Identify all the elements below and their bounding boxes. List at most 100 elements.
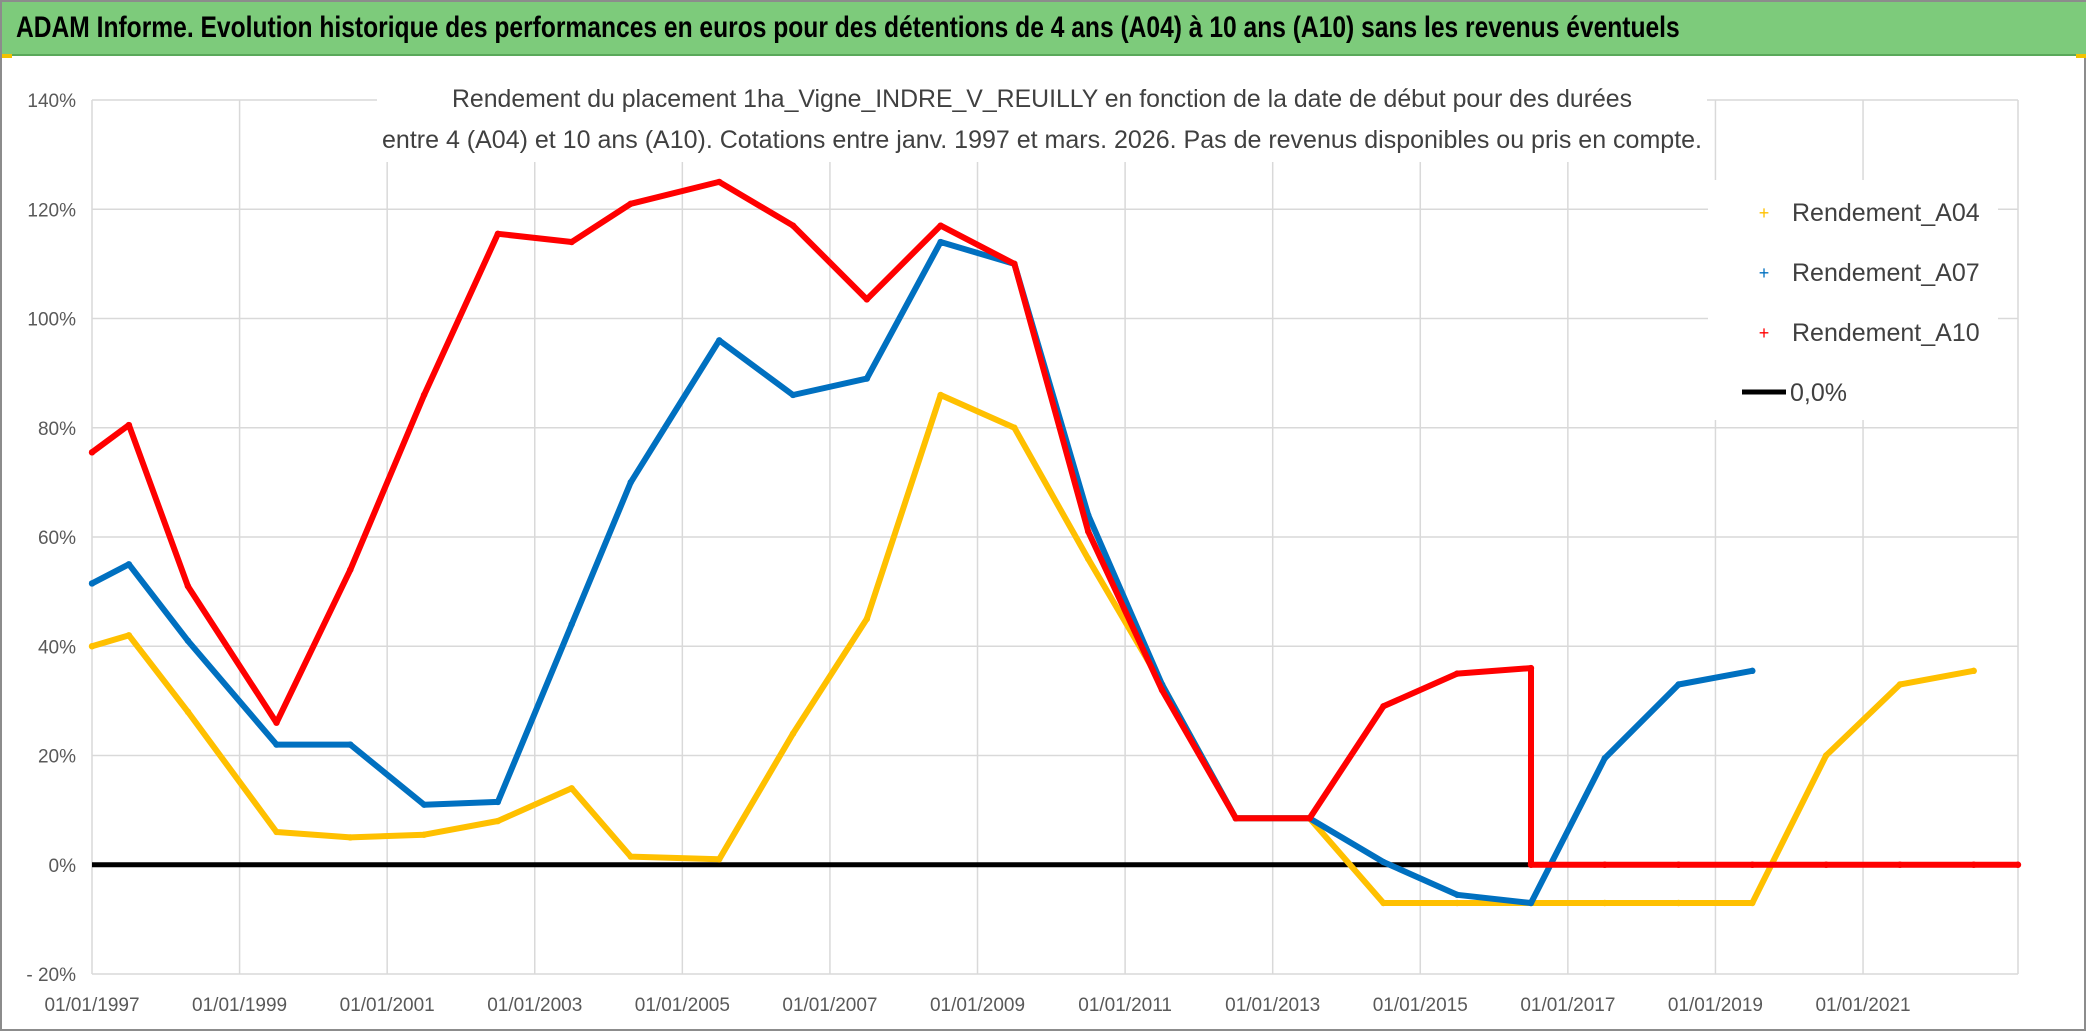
- data-point: [1822, 861, 1830, 868]
- x-tick-label: 01/01/2007: [782, 995, 877, 1016]
- data-point: [1527, 899, 1535, 907]
- data-point: [1896, 681, 1904, 688]
- x-tick-label: 01/01/2003: [487, 995, 582, 1016]
- data-point: [184, 582, 192, 590]
- data-point: [1085, 555, 1092, 563]
- series-a07: [88, 238, 1756, 907]
- x-tick-label: 01/01/2005: [635, 995, 730, 1016]
- data-point: [863, 296, 871, 303]
- data-point: [716, 178, 723, 186]
- x-tick-label: 01/01/2017: [1520, 995, 1615, 1016]
- data-point: [1822, 752, 1830, 759]
- data-point: [937, 238, 944, 246]
- y-tick-label: 140%: [27, 91, 76, 112]
- data-point: [568, 238, 575, 246]
- data-point: [716, 856, 723, 863]
- y-tick-label: 120%: [27, 200, 76, 221]
- data-point: [125, 561, 133, 568]
- data-point: [1232, 815, 1239, 822]
- data-point: [1675, 861, 1682, 868]
- legend-marker-a07: +: [1759, 263, 1770, 283]
- y-tick-label: 40%: [38, 637, 76, 658]
- data-point: [937, 391, 944, 399]
- x-tick-label: 01/01/2015: [1373, 995, 1468, 1016]
- data-point: [184, 637, 192, 644]
- data-point: [347, 741, 354, 748]
- data-point: [1011, 260, 1018, 268]
- data-point: [420, 831, 428, 838]
- data-point: [1453, 670, 1461, 677]
- data-point: [568, 785, 575, 792]
- data-point: [1011, 424, 1018, 431]
- data-point: [1306, 815, 1313, 822]
- data-point: [88, 580, 96, 587]
- legend-marker-a04: +: [1759, 203, 1770, 223]
- data-point: [184, 708, 192, 715]
- data-point: [863, 375, 871, 382]
- legend: + Rendement_A04 + Rendement_A07 + Rendem…: [1708, 180, 1998, 420]
- chart-title-line1: Rendement du placement 1ha_Vigne_INDRE_V…: [452, 85, 1632, 113]
- data-point: [1527, 861, 1535, 868]
- data-point: [1675, 681, 1682, 688]
- data-point: [347, 834, 354, 841]
- data-point: [1749, 861, 1756, 868]
- data-point: [1601, 755, 1608, 762]
- y-tick-label: 60%: [38, 528, 76, 549]
- corner-mark-left: [2, 54, 12, 58]
- data-point: [420, 391, 428, 399]
- x-tick-label: 01/01/2009: [930, 995, 1025, 1016]
- data-point: [1380, 899, 1387, 907]
- legend-label-a04: Rendement_A04: [1792, 199, 1980, 227]
- data-point: [1601, 861, 1608, 868]
- data-point: [1453, 899, 1461, 907]
- legend-box: [1708, 180, 1998, 420]
- data-point: [1380, 703, 1387, 710]
- data-point: [88, 449, 96, 456]
- data-point: [1527, 664, 1535, 672]
- x-axis-ticks: 01/01/1997 01/01/1999 01/01/2001 01/01/2003…: [44, 995, 1910, 1016]
- data-point: [273, 719, 280, 726]
- banner: ADAM Informe. Evolution historique des p…: [2, 2, 2086, 56]
- legend-label-zero: 0,0%: [1790, 379, 1847, 407]
- series-a10: [88, 178, 2022, 868]
- y-tick-label: 100%: [27, 310, 76, 331]
- series-a04: [88, 391, 1977, 907]
- x-tick-label: 01/01/1999: [192, 995, 287, 1016]
- data-point: [716, 337, 723, 344]
- data-point: [1749, 667, 1756, 675]
- data-point: [1085, 528, 1092, 535]
- data-point: [1675, 899, 1682, 907]
- data-point: [568, 621, 575, 628]
- chart-title-line2: entre 4 (A04) et 10 ans (A10). Cotations…: [382, 126, 1702, 154]
- data-point: [789, 222, 797, 229]
- data-point: [125, 632, 133, 639]
- data-point: [1453, 891, 1461, 898]
- y-tick-label: - 20%: [26, 965, 76, 986]
- x-tick-label: 01/01/2001: [340, 995, 435, 1016]
- data-point: [494, 230, 502, 238]
- data-point: [627, 853, 634, 860]
- data-point: [347, 566, 354, 573]
- corner-mark-right: [2076, 54, 2086, 58]
- banner-title: ADAM Informe. Evolution historique des p…: [16, 11, 1680, 44]
- data-point: [789, 730, 797, 737]
- x-tick-label: 01/01/1997: [44, 995, 139, 1016]
- x-tick-label: 01/01/2013: [1225, 995, 1320, 1016]
- x-tick-label: 01/01/2019: [1668, 995, 1763, 1016]
- data-point: [1749, 899, 1756, 907]
- y-axis-ticks: 140% 120% 100% 80% 60% 40% 20% 0% - 20%: [26, 91, 76, 986]
- data-point: [1970, 667, 1977, 675]
- data-point: [789, 391, 797, 399]
- y-tick-label: 0%: [49, 856, 77, 877]
- data-point: [273, 741, 280, 748]
- data-point: [1601, 899, 1608, 907]
- legend-label-a07: Rendement_A07: [1792, 259, 1980, 287]
- x-tick-label: 01/01/2021: [1815, 995, 1910, 1016]
- legend-marker-a10: +: [1759, 323, 1770, 343]
- data-point: [494, 817, 502, 825]
- data-point: [273, 828, 280, 836]
- x-tick-label: 01/01/2011: [1078, 995, 1172, 1016]
- data-point: [627, 479, 634, 486]
